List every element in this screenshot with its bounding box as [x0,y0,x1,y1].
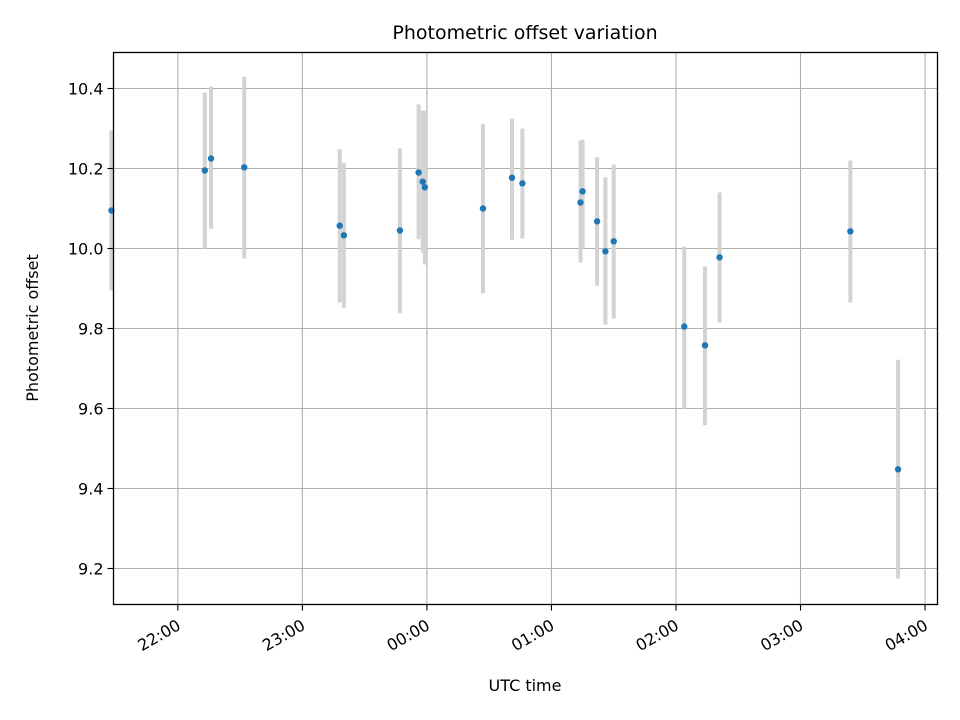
data-point [519,180,526,187]
data-point [593,218,601,225]
grid [113,52,938,605]
data-point [419,178,426,185]
data-point [336,222,343,229]
y-tick-label: 9.4 [78,480,103,499]
data-point [579,188,586,195]
data-point [508,174,516,181]
y-axis-label: Photometric offset [23,254,42,402]
data-point [340,232,348,239]
y-tick-label: 10.0 [68,240,104,259]
data-point [479,205,487,212]
data-point [847,228,854,235]
y-tick-label: 9.6 [78,400,103,419]
data-point [415,169,422,176]
y-tick-label: 10.2 [68,160,104,179]
data-point [207,155,215,162]
data-point [701,342,709,349]
chart-title: Photometric offset variation [392,22,657,44]
data-point [396,227,404,234]
y-tick-label: 9.8 [78,320,103,339]
data-point [577,199,584,206]
data-point [201,167,209,174]
data-point [716,254,723,261]
data-point [421,184,429,191]
y-tick-label: 10.4 [68,80,104,99]
data-point [894,466,902,473]
y-tick-label: 9.2 [78,560,103,579]
data-point [681,323,688,330]
data-point [602,248,609,255]
x-axis-label: UTC time [489,676,562,695]
y-axis-ticks: 9.2 9.4 9.6 9.8 10.0 10.2 10.4 [68,80,114,579]
data-point [610,238,617,245]
data-point [241,164,248,171]
